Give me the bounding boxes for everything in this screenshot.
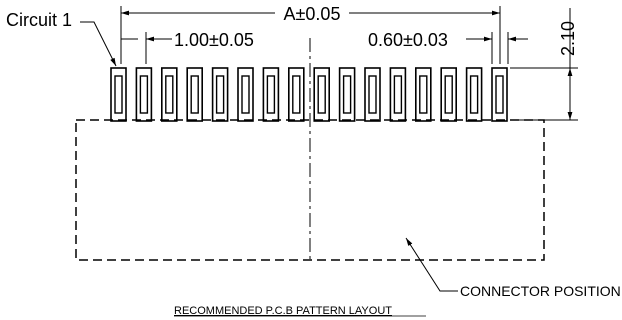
pad: [440, 67, 458, 122]
pad: [364, 67, 381, 122]
pad: [161, 67, 178, 122]
pad-array: [110, 67, 508, 122]
pad-inner: [419, 75, 428, 114]
pad: [110, 67, 127, 122]
pad-inner: [241, 75, 250, 114]
pad-outline: [211, 67, 229, 122]
pad-outline: [135, 67, 153, 122]
pad-outline: [491, 67, 508, 122]
pad-inner: [317, 75, 326, 114]
pad-inner: [165, 75, 174, 114]
pad-outline: [414, 67, 432, 122]
pad-width-dim-label: 0.60±0.03: [368, 30, 448, 50]
pad-inner: [292, 75, 301, 114]
pad-outline: [287, 67, 305, 122]
pitch-dim-label: 1.00±0.05: [174, 30, 254, 50]
pad-inner: [393, 75, 403, 114]
pad: [313, 67, 331, 122]
pad: [237, 67, 254, 122]
connector-position-leader: [405, 237, 458, 292]
pad: [186, 67, 203, 122]
pad-outline: [237, 67, 254, 122]
pad-inner: [266, 75, 276, 114]
pad-inner: [368, 75, 377, 114]
caption: RECOMMENDED P.C.B PATTERN LAYOUT: [174, 305, 392, 317]
pad: [262, 67, 280, 122]
overall-dim-label: A±0.05: [284, 4, 341, 24]
pad-inner: [444, 75, 453, 114]
pad-outline: [338, 67, 356, 122]
pad-inner: [495, 75, 504, 114]
pad: [211, 67, 229, 122]
pad-outline: [110, 67, 127, 122]
pad-inner: [190, 75, 199, 114]
pad-outline: [389, 67, 407, 122]
pad: [491, 67, 508, 122]
pad: [465, 67, 483, 122]
pad: [338, 67, 356, 122]
connector-position-label: CONNECTOR POSITION: [460, 283, 621, 299]
pad-outline: [364, 67, 381, 122]
pad-inner: [139, 75, 149, 114]
pad: [135, 67, 153, 122]
pad-outline: [440, 67, 458, 122]
pad-outline: [465, 67, 483, 122]
pad: [287, 67, 305, 122]
pad-inner: [469, 75, 479, 114]
pad-length-dim-label: 2.10: [558, 21, 578, 56]
connector-outline: [75, 119, 545, 261]
pad: [389, 67, 407, 122]
pad: [414, 67, 432, 122]
circuit-1-leader: [80, 21, 117, 67]
pad-inner: [215, 75, 225, 114]
pad-outline: [161, 67, 178, 122]
pad-outline: [262, 67, 280, 122]
pad-outline: [186, 67, 203, 122]
pad-inner: [114, 75, 123, 114]
circuit-1-label: Circuit 1: [6, 10, 72, 30]
pad-inner: [342, 75, 352, 114]
pad-outline: [313, 67, 331, 122]
